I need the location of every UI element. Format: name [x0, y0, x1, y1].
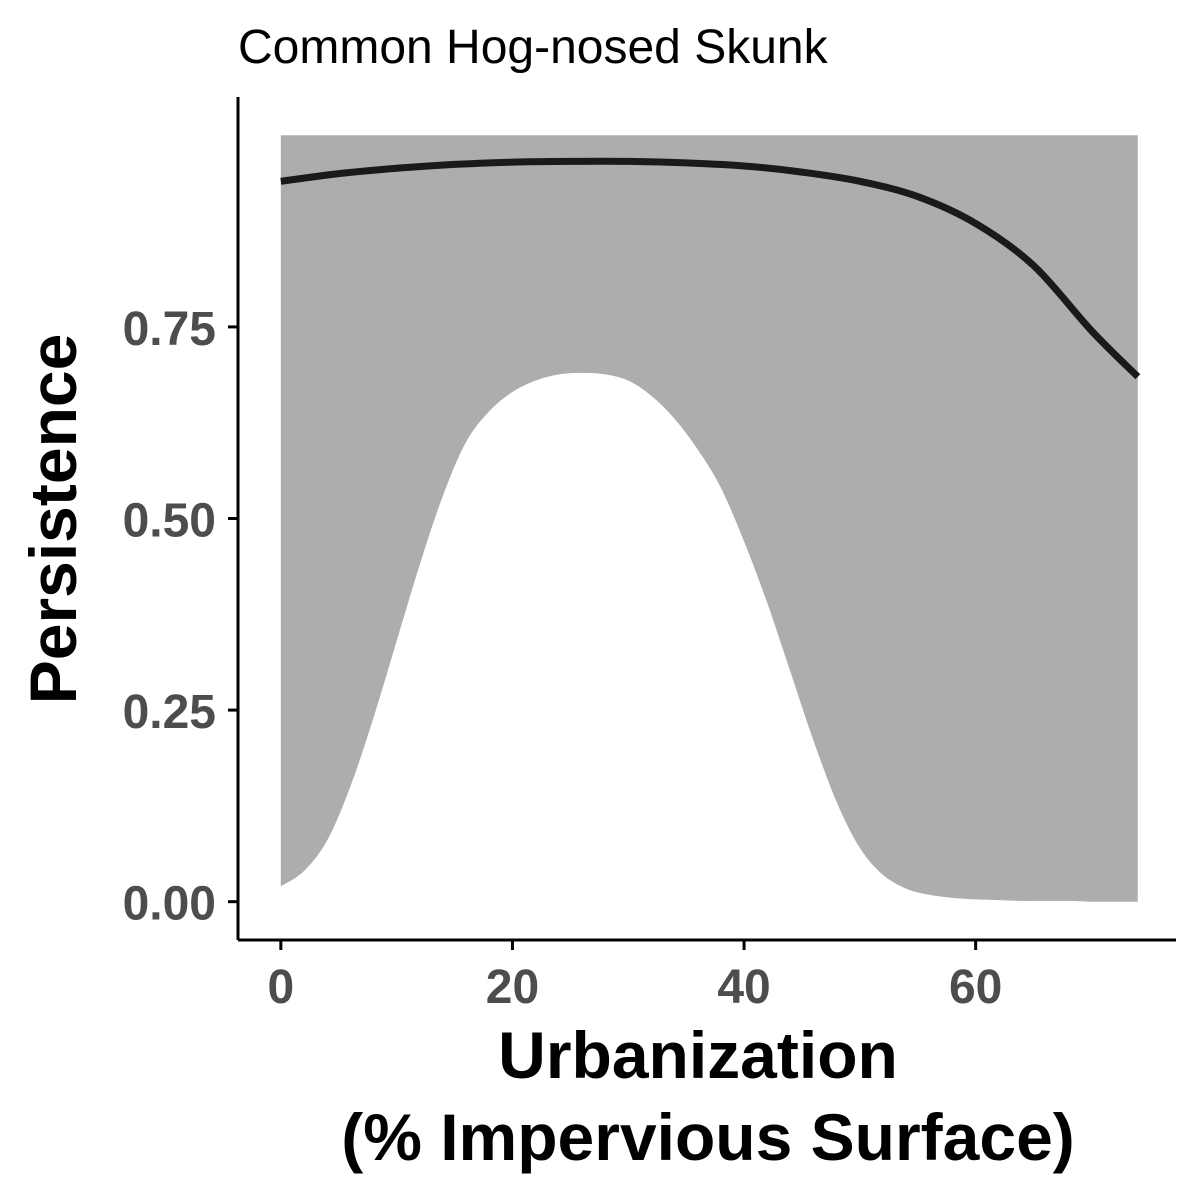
x-axis-title-line2: (% Impervious Surface) — [341, 1100, 1075, 1174]
y-tick-label: 0.50 — [123, 495, 216, 548]
chart-title: Common Hog-nosed Skunk — [238, 21, 829, 74]
persistence-line — [280, 157, 1141, 380]
y-axis-title: Persistence — [16, 334, 90, 705]
x-tick-label: 20 — [486, 961, 539, 1014]
x-axis-title-line1: Urbanization — [498, 1018, 898, 1092]
x-tick-label: 60 — [949, 961, 1002, 1014]
y-tick-label: 0.00 — [123, 878, 216, 931]
ticks: 0.00 0.25 0.50 0.75 0 20 40 60 — [123, 303, 1003, 1014]
x-tick-label: 0 — [267, 961, 294, 1014]
y-tick-label: 0.75 — [123, 303, 216, 356]
confidence-ribbon — [280, 135, 1138, 902]
y-tick-label: 0.25 — [123, 686, 216, 739]
x-tick-label: 40 — [717, 961, 770, 1014]
plot-area — [280, 135, 1141, 902]
